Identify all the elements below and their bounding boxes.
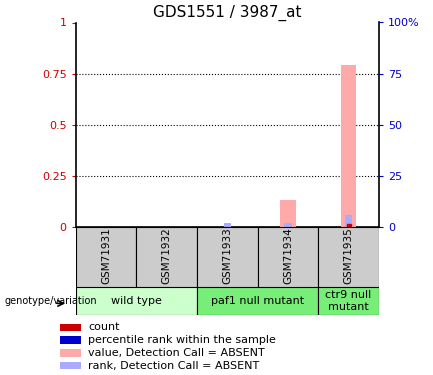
Bar bbox=[60, 336, 81, 344]
Text: GSM71931: GSM71931 bbox=[101, 227, 111, 284]
Bar bbox=[341, 65, 356, 227]
Text: GSM71934: GSM71934 bbox=[283, 227, 293, 284]
Bar bbox=[345, 214, 352, 227]
Text: paf1 null mutant: paf1 null mutant bbox=[211, 296, 304, 306]
Text: rank, Detection Call = ABSENT: rank, Detection Call = ABSENT bbox=[88, 361, 259, 371]
Title: GDS1551 / 3987_at: GDS1551 / 3987_at bbox=[153, 5, 301, 21]
Text: count: count bbox=[88, 322, 120, 332]
Bar bbox=[224, 223, 231, 227]
Bar bbox=[197, 287, 318, 315]
Bar bbox=[136, 227, 197, 287]
Text: GSM71933: GSM71933 bbox=[222, 227, 233, 284]
Bar bbox=[76, 287, 197, 315]
Bar bbox=[197, 227, 258, 287]
Bar bbox=[318, 227, 379, 287]
Bar bbox=[318, 287, 379, 315]
Text: GSM71932: GSM71932 bbox=[162, 227, 172, 284]
Bar bbox=[60, 349, 81, 357]
Text: wild type: wild type bbox=[111, 296, 162, 306]
Bar bbox=[281, 200, 296, 227]
Text: GSM71935: GSM71935 bbox=[343, 227, 354, 284]
Bar bbox=[258, 227, 318, 287]
Text: value, Detection Call = ABSENT: value, Detection Call = ABSENT bbox=[88, 348, 265, 358]
Text: genotype/variation: genotype/variation bbox=[4, 296, 97, 306]
Bar bbox=[284, 223, 291, 227]
Bar bbox=[60, 324, 81, 331]
Text: ctr9 null
mutant: ctr9 null mutant bbox=[326, 290, 372, 312]
Text: percentile rank within the sample: percentile rank within the sample bbox=[88, 335, 276, 345]
Bar bbox=[76, 227, 136, 287]
Bar bbox=[60, 362, 81, 369]
